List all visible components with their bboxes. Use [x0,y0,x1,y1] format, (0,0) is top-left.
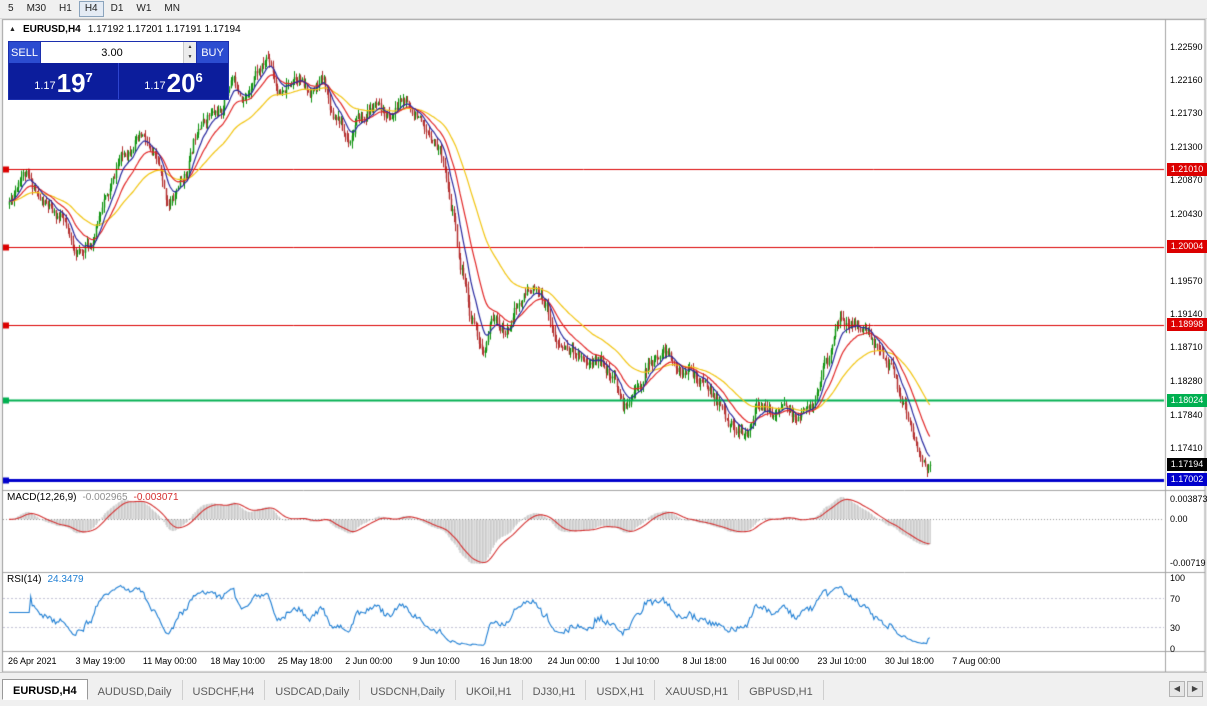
timeframe-button[interactable]: M30 [21,1,52,17]
sell-price-big: 19 [56,68,86,98]
sell-price-display[interactable]: 1.17 19 7 [9,63,119,99]
buy-button[interactable]: BUY [197,42,228,63]
chart-tab[interactable]: UKOil,H1 [456,680,523,700]
sell-button[interactable]: SELL [9,42,40,63]
chart-tab[interactable]: EURUSD,H4 [2,679,88,700]
volume-down-icon[interactable]: ▼ [184,52,196,63]
timeframe-button[interactable]: W1 [130,1,157,17]
one-click-trading-panel: SELL ▲ ▼ BUY 1.17 19 7 1.17 20 6 [8,41,229,100]
timeframe-button[interactable]: H4 [78,1,104,17]
chart-tab[interactable]: AUDUSD,Daily [88,680,183,700]
timeframe-button[interactable]: MN [158,1,186,17]
buy-price-big: 20 [166,68,196,98]
tab-scroll-buttons: ◀ ▶ [1169,681,1203,697]
volume-input[interactable] [41,42,183,63]
chart-tab-bar: EURUSD,H4 AUDUSD,Daily USDCHF,H4 USDCAD,… [0,672,1207,706]
timeframe-toolbar: 5 M30 H1 H4 D1 W1 MN [0,0,1207,19]
chart-tab[interactable]: USDX,H1 [586,680,656,700]
volume-up-icon[interactable]: ▲ [184,42,196,53]
timeframe-button[interactable]: 5 [2,1,20,17]
chart-tab[interactable]: XAUUSD,H1 [655,680,740,700]
chart-tab[interactable]: USDCHF,H4 [183,680,266,700]
buy-price-display[interactable]: 1.17 20 6 [119,63,228,99]
tab-scroll-left-icon[interactable]: ◀ [1169,681,1185,697]
buy-price-sup: 6 [195,70,203,85]
chart-tab[interactable]: DJ30,H1 [523,680,587,700]
chart-tab[interactable]: USDCAD,Daily [265,680,361,700]
chart-tabs: EURUSD,H4 AUDUSD,Daily USDCHF,H4 USDCAD,… [2,679,824,700]
chart-tab[interactable]: USDCNH,Daily [360,680,456,700]
sell-price-sup: 7 [85,70,93,85]
timeframe-button[interactable]: D1 [105,1,130,17]
tab-scroll-right-icon[interactable]: ▶ [1187,681,1203,697]
timeframe-button[interactable]: H1 [53,1,78,17]
chart-tab[interactable]: GBPUSD,H1 [739,680,824,700]
buy-price-small: 1.17 [144,80,166,92]
volume-spinner: ▲ ▼ [40,42,197,63]
sell-price-small: 1.17 [34,80,56,92]
